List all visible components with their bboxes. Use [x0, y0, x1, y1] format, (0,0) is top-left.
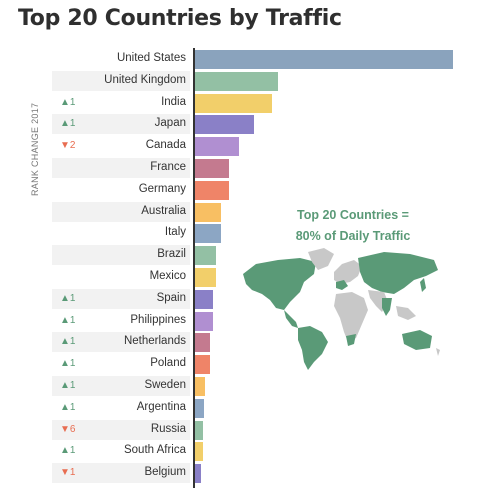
table-row: ▲1 Poland [52, 354, 190, 374]
table-row: ▲1 Spain [52, 288, 190, 309]
bar-netherlands [195, 333, 211, 353]
country-label: Mexico [149, 270, 186, 282]
rank-change-label: ▼1 [60, 467, 76, 479]
table-row: ▲1 Argentina [52, 398, 190, 418]
north-america-shape [243, 258, 316, 310]
map-callout: Top 20 Countries = 80% of Daily Traffic [268, 205, 438, 247]
table-row: ▲1 Philippines [52, 311, 190, 331]
country-label: Argentina [136, 400, 186, 413]
chart-title: Top 20 Countries by Traffic [18, 6, 342, 31]
south-america-shape [298, 326, 328, 370]
rank-change-label: ▲1 [60, 358, 76, 370]
southeast-asia-shape [396, 306, 416, 320]
country-label: Sweden [144, 379, 186, 391]
rank-change-label: ▲1 [60, 380, 76, 391]
rank-change-label: ▲1 [60, 401, 76, 413]
africa-shape [334, 292, 368, 342]
rank-change-label: ▲1 [60, 118, 76, 130]
country-label: India [161, 95, 186, 108]
country-label: Spain [156, 291, 186, 304]
rank-change-label: ▼6 [60, 423, 76, 435]
map-callout-line2: 80% of Daily Traffic [295, 229, 411, 243]
country-label: Germany [138, 182, 186, 195]
new-zealand-shape [436, 348, 440, 356]
table-row: Brazil [52, 245, 190, 266]
table-row: Mexico [52, 267, 190, 287]
bar-poland [195, 355, 211, 375]
country-label: Belgium [144, 466, 186, 479]
bar-australia [195, 202, 221, 222]
country-label: Italy [164, 226, 186, 239]
japan-shape [420, 278, 426, 292]
bar-india [195, 93, 273, 113]
europe-shape [334, 260, 362, 284]
rank-change-label: ▼2 [60, 140, 76, 152]
table-row: ▲1 Netherlands [52, 332, 190, 353]
table-row: ▼1 Belgium [52, 463, 190, 484]
table-row: ▼6 Russia [52, 419, 190, 440]
bar-sweden [195, 377, 206, 396]
world-map-icon [243, 248, 440, 370]
central-america-shape [284, 310, 298, 328]
bar-south-africa [195, 442, 203, 462]
table-row: ▼2 Canada [52, 136, 190, 156]
bar-argentina [195, 398, 205, 418]
table-row: France [52, 158, 190, 178]
rank-change-axis-label: RANK CHANGE 2017 [30, 102, 40, 196]
country-label: South Africa [123, 444, 186, 457]
country-label: Netherlands [123, 335, 186, 348]
table-row: Australia [52, 201, 190, 222]
bar-japan [195, 115, 255, 135]
bar-russia [195, 420, 203, 440]
country-label: Russia [150, 422, 186, 435]
europe-west-shape [336, 280, 348, 290]
bar-philippines [195, 311, 214, 331]
bar-brazil [195, 246, 216, 266]
rank-change-label: ▲1 [60, 336, 76, 348]
category-axis-line [193, 48, 195, 488]
bar-spain [195, 289, 214, 309]
table-row: ▲1 India [52, 93, 190, 113]
rank-change-label: ▲1 [60, 445, 76, 457]
table-row: Germany [52, 180, 190, 200]
rank-change-label: ▲1 [60, 292, 76, 304]
country-label: United Kingdom [104, 73, 186, 86]
country-label: Australia [141, 204, 186, 217]
asia-shape [358, 252, 438, 294]
country-label: France [150, 161, 186, 173]
bar-italy [195, 224, 221, 244]
bar-france [195, 159, 229, 178]
australia-shape [402, 330, 432, 350]
greenland-shape [308, 248, 334, 270]
bar-united-kingdom [195, 71, 278, 91]
india-shape [382, 298, 392, 316]
bar-germany [195, 180, 229, 200]
country-label: Brazil [157, 248, 186, 261]
country-label: Poland [150, 357, 186, 370]
table-row: United States [52, 49, 190, 69]
table-row: ▲1 Japan [52, 114, 190, 135]
map-callout-line1: Top 20 Countries = [297, 208, 409, 222]
bar-united-states [195, 50, 453, 69]
rank-change-label: ▲1 [60, 314, 76, 326]
country-label: Japan [154, 117, 186, 130]
table-row: Italy [52, 223, 190, 243]
bar-canada [195, 137, 239, 157]
country-label: Canada [145, 139, 186, 152]
bar-mexico [195, 268, 216, 287]
rank-change-label: ▲1 [60, 96, 76, 108]
country-label: United States [116, 52, 186, 64]
table-row: ▲1 Sweden [52, 376, 190, 396]
table-row: United Kingdom [52, 70, 190, 91]
bar-belgium [195, 464, 202, 484]
south-africa-shape [346, 334, 356, 346]
table-row: ▲1 South Africa [52, 441, 190, 461]
country-label: Philippines [130, 313, 186, 326]
